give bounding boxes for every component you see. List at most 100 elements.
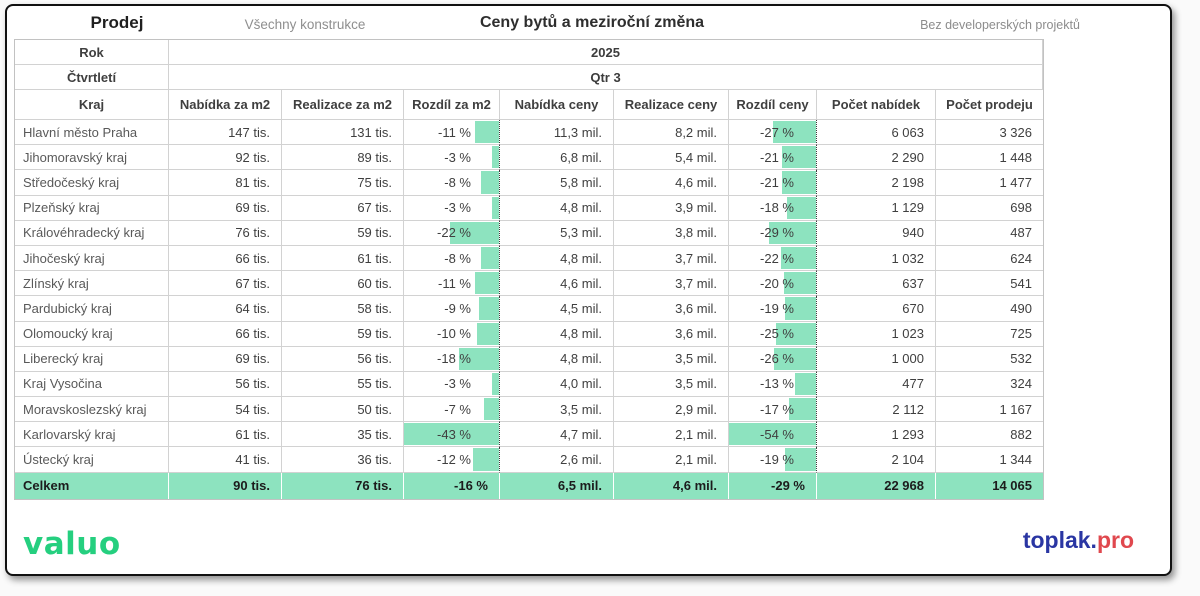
cell-rozdil-ceny: -19 %: [729, 447, 817, 473]
cell-realizace-m2: 50 tis.: [282, 397, 404, 423]
change-value: -3 %: [444, 200, 471, 216]
cell-realizace-ceny: 3,5 mil.: [614, 346, 729, 372]
change-value: -12 %: [437, 452, 471, 468]
cell-realizace-ceny: 3,7 mil.: [614, 245, 729, 272]
quarter-value[interactable]: Qtr 3: [169, 65, 1043, 90]
table-row[interactable]: Karlovarský kraj 61 tis. 35 tis. -43 % 4,7 m…: [15, 422, 1043, 448]
cell-rozdil-m2: -3 %: [404, 195, 500, 221]
cell-nabidka-ceny: 5,3 mil.: [500, 220, 614, 246]
change-value: -18 %: [437, 351, 471, 367]
table-row[interactable]: Moravskoslezský kraj 54 tis. 50 tis. -7 % 3,…: [15, 397, 1043, 423]
cell-pocet-nabidek: 637: [817, 271, 936, 297]
table-row[interactable]: Hlavní město Praha 147 tis. 131 tis. -11 % 1…: [15, 120, 1043, 146]
cell-rozdil-m2: -22 %: [404, 220, 500, 246]
cell-realizace-m2: 75 tis.: [282, 170, 404, 196]
cell-realizace-m2: 56 tis.: [282, 346, 404, 372]
negative-change-bar: [492, 196, 499, 219]
change-value: -3 %: [444, 376, 471, 392]
total-label: Celkem: [15, 472, 169, 499]
total-pocet-nabidek: 22 968: [817, 472, 936, 499]
change-value: -11 %: [438, 275, 471, 291]
report-card: Prodej Všechny konstrukce Ceny bytů a me…: [5, 4, 1172, 576]
construction-filter-label: Všechny konstrukce: [244, 17, 366, 32]
cell-realizace-m2: 89 tis.: [282, 145, 404, 171]
table-row[interactable]: Liberecký kraj 69 tis. 56 tis. -18 % 4,8 mil…: [15, 346, 1043, 372]
cell-rozdil-m2: -10 %: [404, 321, 500, 347]
year-value[interactable]: 2025: [169, 40, 1043, 65]
cell-pocet-prodeju: 541: [936, 271, 1043, 297]
cell-pocet-nabidek: 6 063: [817, 120, 936, 146]
cell-kraj: Plzeňský kraj: [15, 195, 169, 221]
negative-change-bar: [788, 398, 816, 421]
table-body: Hlavní město Praha 147 tis. 131 tis. -11 % 1…: [15, 120, 1043, 473]
cell-pocet-prodeju: 324: [936, 372, 1043, 398]
negative-change-bar: [459, 347, 499, 370]
cell-pocet-nabidek: 2 104: [817, 447, 936, 473]
cell-nabidka-ceny: 4,8 mil.: [500, 321, 614, 347]
cell-rozdil-m2: -9 %: [404, 296, 500, 322]
total-rozdil-m2: -16 %: [404, 472, 500, 499]
cell-pocet-nabidek: 1 000: [817, 346, 936, 372]
col-header-rozdil-m2: Rozdíl za m2: [404, 90, 500, 120]
negative-change-bar: [774, 347, 816, 370]
cell-pocet-nabidek: 2 290: [817, 145, 936, 171]
table-row[interactable]: Kraj Vysočina 56 tis. 55 tis. -3 % 4,0 mil. 3…: [15, 371, 1043, 398]
change-value: -17 %: [760, 401, 794, 417]
change-value: -10 %: [437, 326, 471, 342]
cell-realizace-m2: 60 tis.: [282, 271, 404, 297]
table-row[interactable]: Zlínský kraj 67 tis. 60 tis. -11 % 4,6 mil. 3…: [15, 271, 1043, 297]
cell-rozdil-m2: -11 %: [404, 271, 500, 297]
cell-rozdil-ceny: -19 %: [729, 296, 817, 322]
table-row[interactable]: Olomoucký kraj 66 tis. 59 tis. -10 % 4,8 mil…: [15, 321, 1043, 347]
cell-rozdil-ceny: -27 %: [729, 120, 817, 146]
table-row[interactable]: Královéhradecký kraj 76 tis. 59 tis. -22 % 5…: [15, 220, 1043, 246]
negative-change-bar: [404, 423, 499, 446]
negative-change-bar: [783, 272, 816, 295]
negative-change-bar: [481, 246, 499, 270]
cell-pocet-nabidek: 2 112: [817, 397, 936, 423]
cell-realizace-ceny: 3,9 mil.: [614, 195, 729, 221]
quarter-label: Čtvrtletí: [15, 65, 169, 90]
cell-kraj: Královéhradecký kraj: [15, 220, 169, 246]
cell-pocet-prodeju: 725: [936, 322, 1043, 347]
negative-change-bar: [780, 246, 816, 270]
cell-pocet-prodeju: 3 326: [936, 120, 1043, 146]
cell-pocet-nabidek: 1 293: [817, 422, 936, 448]
change-value: -22 %: [437, 225, 471, 241]
negative-change-bar: [474, 121, 499, 144]
cell-kraj: Liberecký kraj: [15, 346, 169, 372]
year-filter-row: Rok 2025: [15, 40, 1043, 65]
negative-change-bar: [795, 372, 816, 396]
table-row[interactable]: Pardubický kraj 64 tis. 58 tis. -9 % 4,5 mil…: [15, 296, 1043, 322]
year-label: Rok: [15, 40, 169, 65]
cell-nabidka-m2: 92 tis.: [169, 145, 282, 171]
cell-rozdil-m2: -7 %: [404, 397, 500, 423]
table-row[interactable]: Jihočeský kraj 66 tis. 61 tis. -8 % 4,8 mil.…: [15, 245, 1043, 272]
cell-rozdil-ceny: -26 %: [729, 346, 817, 372]
developer-filter-label: Bez developerských projektů: [920, 18, 1080, 32]
total-pocet-prodeju: 14 065: [936, 472, 1043, 499]
negative-change-bar: [775, 322, 816, 345]
table-row[interactable]: Ústecký kraj 41 tis. 36 tis. -12 % 2,6 mil. 2…: [15, 447, 1043, 473]
negative-change-bar: [472, 448, 499, 471]
negative-change-bar: [782, 171, 816, 194]
report-title: Ceny bytů a meziroční změna: [479, 14, 705, 31]
total-realizace-ceny: 4,6 mil.: [614, 472, 729, 499]
cell-rozdil-ceny: -54 %: [729, 422, 817, 448]
valuo-logo: valuo: [23, 526, 121, 562]
col-header-nabidka-m2: Nabídka za m2: [169, 90, 282, 120]
cell-kraj: Moravskoslezský kraj: [15, 397, 169, 423]
table-row[interactable]: Jihomoravský kraj 92 tis. 89 tis. -3 % 6,8 m…: [15, 145, 1043, 171]
cell-realizace-ceny: 2,9 mil.: [614, 397, 729, 423]
table-row[interactable]: Středočeský kraj 81 tis. 75 tis. -8 % 5,8 mi…: [15, 170, 1043, 196]
table-row[interactable]: Plzeňský kraj 69 tis. 67 tis. -3 % 4,8 mil. 3…: [15, 195, 1043, 221]
change-value: -43 %: [437, 426, 471, 442]
cell-pocet-prodeju: 624: [936, 246, 1043, 272]
change-value: -8 %: [444, 250, 471, 266]
cell-pocet-prodeju: 1 167: [936, 397, 1043, 423]
cell-pocet-prodeju: 1 344: [936, 447, 1043, 473]
cell-nabidka-m2: 76 tis.: [169, 220, 282, 246]
negative-change-bar: [474, 272, 499, 295]
cell-rozdil-ceny: -21 %: [729, 145, 817, 171]
cell-rozdil-m2: -3 %: [404, 371, 500, 398]
